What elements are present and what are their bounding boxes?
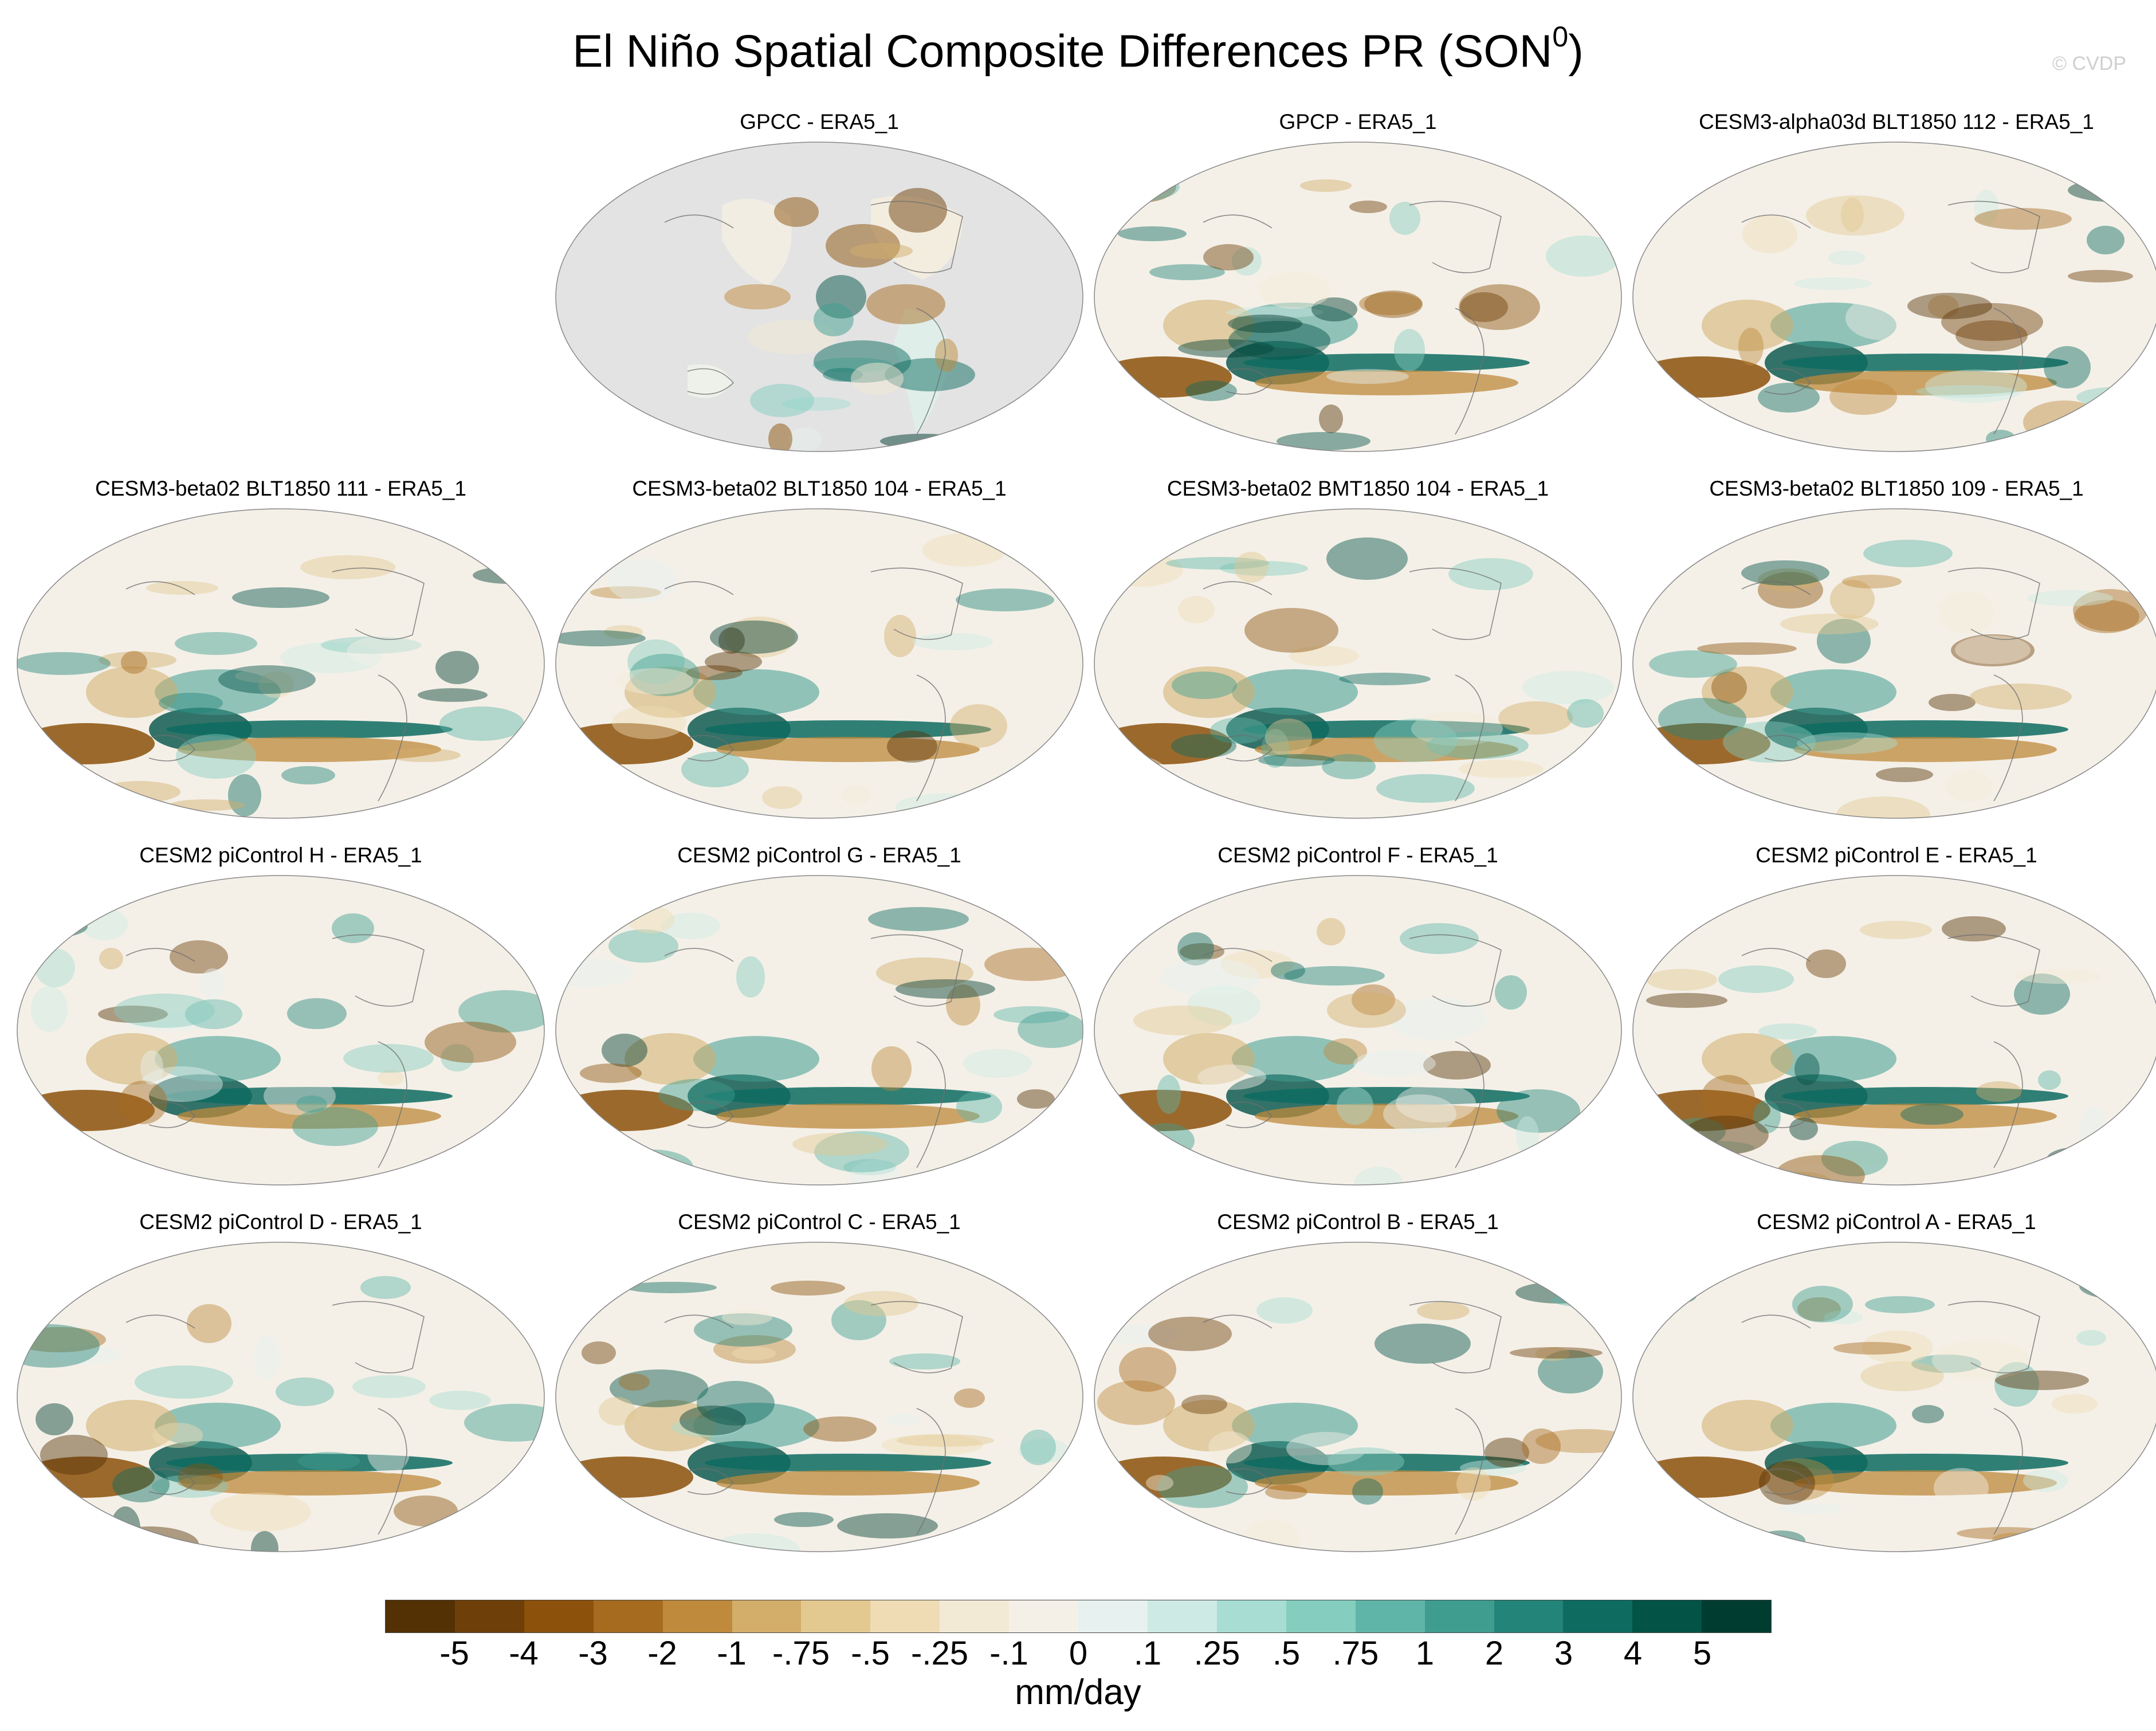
colorbar-tick-label: 5 [1692, 1635, 1712, 1672]
colorbar-swatch [1424, 1600, 1494, 1632]
colorbar-swatch [1563, 1600, 1633, 1632]
colorbar-tick-label: -.75 [772, 1635, 830, 1672]
panel-title: CESM2 piControl F - ERA5_1 [1218, 843, 1498, 867]
panel-title: CESM2 piControl B - ERA5_1 [1217, 1210, 1499, 1234]
colorbar-tick-label: -3 [578, 1635, 608, 1672]
panel-title: CESM3-beta02 BLT1850 111 - ERA5_1 [95, 477, 466, 500]
panel-title: CESM2 piControl A - ERA5_1 [1757, 1210, 2036, 1234]
colorbar-tick-label: -2 [647, 1635, 677, 1672]
robinson-map [1094, 508, 1622, 819]
colorbar-swatch [940, 1600, 1010, 1632]
colorbar-swatch [662, 1600, 732, 1632]
colorbar [385, 1600, 1772, 1633]
robinson-map [1632, 142, 2156, 452]
robinson-map [17, 1242, 545, 1552]
colorbar-tick-label: 0 [1069, 1635, 1088, 1672]
robinson-map [1632, 1242, 2156, 1552]
colorbar-swatch [870, 1600, 940, 1632]
robinson-map [1094, 1242, 1622, 1552]
colorbar-swatch [801, 1600, 871, 1632]
panel-title: CESM3-beta02 BLT1850 104 - ERA5_1 [632, 477, 1007, 500]
map-panel: CESM3-beta02 BLT1850 111 - ERA5_1 [11, 476, 550, 831]
colorbar-swatch [1494, 1600, 1564, 1632]
colorbar-tick-label: -5 [439, 1635, 469, 1672]
panel-title: CESM2 piControl E - ERA5_1 [1756, 843, 2037, 867]
robinson-map [555, 875, 1083, 1186]
map-panel: CESM3-alpha03d BLT1850 112 - ERA5_1 [1627, 109, 2156, 464]
colorbar-tick-label: -.25 [911, 1635, 968, 1672]
map-panel: CESM3-beta02 BLT1850 104 - ERA5_1 [550, 476, 1089, 831]
map-panel: CESM2 piControl C - ERA5_1 [550, 1209, 1089, 1564]
watermark: © CVDP [2052, 53, 2126, 74]
robinson-map [17, 875, 545, 1186]
colorbar-swatch [454, 1600, 524, 1632]
colorbar-tick-label: -4 [509, 1635, 539, 1672]
colorbar-swatch [1009, 1600, 1079, 1632]
colorbar-units: mm/day [1015, 1673, 1141, 1712]
map-panel: CESM2 piControl B - ERA5_1 [1089, 1209, 1627, 1564]
colorbar-swatch [1147, 1600, 1217, 1632]
colorbar-tick-label: .5 [1272, 1635, 1301, 1672]
map-panel: CESM2 piControl F - ERA5_1 [1089, 842, 1627, 1198]
robinson-map [1094, 142, 1622, 452]
robinson-map [555, 1242, 1083, 1552]
map-panel: CESM3-beta02 BLT1850 109 - ERA5_1 [1627, 476, 2156, 831]
colorbar-tick-label: -.5 [851, 1635, 890, 1672]
panel-title: CESM3-beta02 BLT1850 109 - ERA5_1 [1709, 477, 2084, 500]
robinson-map [1632, 875, 2156, 1186]
panel-title: CESM3-beta02 BMT1850 104 - ERA5_1 [1167, 477, 1549, 500]
colorbar-tick-label: 3 [1554, 1635, 1573, 1672]
robinson-map [555, 508, 1083, 819]
panel-title: GPCP - ERA5_1 [1279, 110, 1437, 134]
robinson-map [1632, 508, 2156, 819]
colorbar-swatch [1078, 1600, 1148, 1632]
colorbar-swatch [1632, 1600, 1702, 1632]
colorbar-tick-label: -.1 [989, 1635, 1028, 1672]
colorbar-tick-label: -1 [717, 1635, 747, 1672]
robinson-map [1094, 875, 1622, 1186]
panel-title: CESM3-alpha03d BLT1850 112 - ERA5_1 [1699, 110, 2094, 134]
colorbar-tick-label: 4 [1623, 1635, 1643, 1672]
map-panel: CESM2 piControl H - ERA5_1 [11, 842, 550, 1198]
colorbar-tick-label: 2 [1485, 1635, 1504, 1672]
panel-title: CESM2 piControl C - ERA5_1 [678, 1210, 961, 1234]
colorbar-swatch [732, 1600, 802, 1632]
colorbar-tick-label: .75 [1332, 1635, 1379, 1672]
colorbar-tick-label: .25 [1193, 1635, 1240, 1672]
map-panel: CESM2 piControl G - ERA5_1 [550, 842, 1089, 1198]
map-panel: CESM2 piControl E - ERA5_1 [1627, 842, 2156, 1198]
map-panel: GPCC - ERA5_1 [550, 109, 1089, 464]
panel-title: GPCC - ERA5_1 [740, 110, 899, 134]
panel-title: CESM2 piControl G - ERA5_1 [677, 843, 961, 867]
colorbar-swatch [593, 1600, 663, 1632]
colorbar-swatch [524, 1600, 594, 1632]
map-panel: CESM2 piControl D - ERA5_1 [11, 1209, 550, 1564]
colorbar-swatch [1286, 1600, 1356, 1632]
colorbar-swatch [386, 1600, 455, 1632]
colorbar-swatch [1216, 1600, 1286, 1632]
colorbar-tick-label: .1 [1133, 1635, 1162, 1672]
map-panel: CESM3-beta02 BMT1850 104 - ERA5_1 [1089, 476, 1627, 831]
colorbar-tick-labels: -5 -4 -3 -2 -1 -.75 -.5 -.25 -.1 0 .1 .25 .5 .75 1 2 3 4 5 [0, 1634, 2156, 1674]
figure-title: El Niño Spatial Composite Differences PR… [572, 21, 1584, 77]
colorbar-tick-label: 1 [1415, 1635, 1435, 1672]
robinson-map [17, 508, 545, 819]
robinson-map [555, 142, 1083, 452]
map-panel: GPCP - ERA5_1 [1089, 109, 1627, 464]
map-panel: CESM2 piControl A - ERA5_1 [1627, 1209, 2156, 1564]
colorbar-swatch [1355, 1600, 1425, 1632]
colorbar-swatch [1702, 1600, 1772, 1632]
panel-title: CESM2 piControl H - ERA5_1 [139, 843, 422, 867]
panel-title: CESM2 piControl D - ERA5_1 [139, 1210, 422, 1234]
